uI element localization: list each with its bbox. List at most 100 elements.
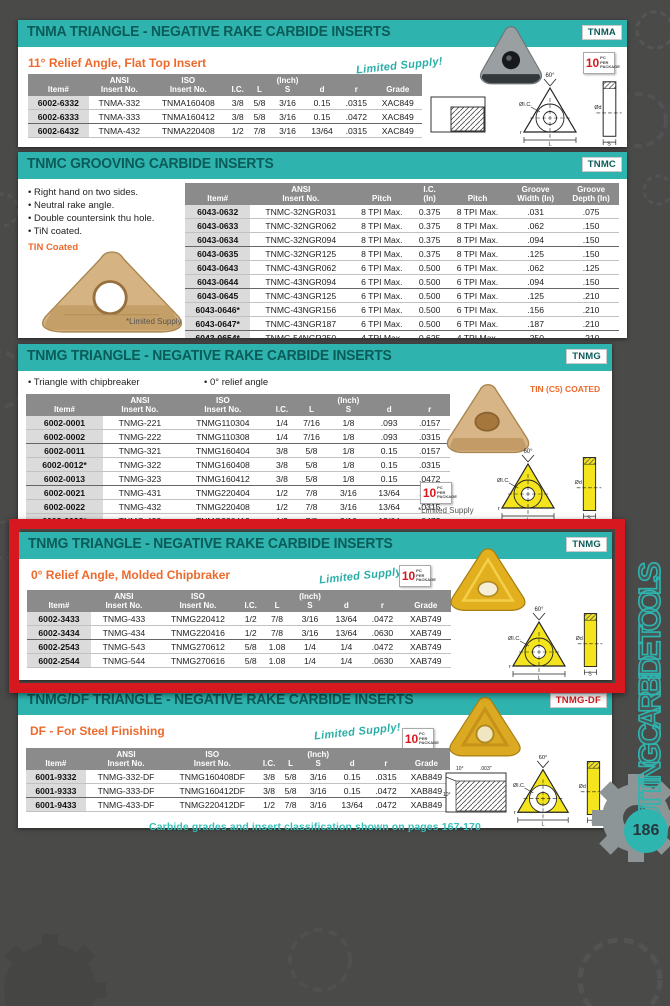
table-cell: 3/8 (226, 96, 249, 111)
table-cell: TNMC-54NGR250 (250, 330, 352, 338)
column-header: L (295, 394, 328, 417)
column-header: Item# (27, 590, 91, 613)
inserts-table: Item# ANSI Insert No. ISO Insert No. I.C. L(… (26, 748, 450, 813)
table-cell: 7/8 (295, 499, 328, 515)
table-cell: 3/8 (226, 109, 249, 125)
coating-label: TIN Coated (28, 242, 79, 253)
bullet-item: Right hand on two sides. (28, 186, 154, 199)
bullet-item: 0° relief angle (204, 376, 268, 389)
section-tag-badge: TNMC (581, 157, 622, 172)
bullet-item: Neutral rake angle. (28, 199, 154, 212)
table-cell: 6002-6332 (28, 96, 89, 111)
table-cell: 0.375 (412, 246, 447, 262)
table-cell: TNMC-32NGR031 (250, 205, 352, 220)
table-row: 6002-0001 TNMG-221 TNMG110304 1/4 7/16 1/8.09… (26, 416, 450, 431)
gear-decoration-icon (4, 928, 663, 1006)
table-cell: .150 (563, 274, 619, 290)
table-cell: 3/8 (268, 457, 296, 473)
column-header: (Inch) S (301, 748, 336, 771)
limited-supply-note: Limited Supply! (318, 565, 407, 587)
table-cell: 0.500 (412, 288, 447, 304)
table-wrapper: Item# ANSI Insert No. ISO Insert No. I.C. L(… (26, 394, 450, 524)
column-header: r (369, 748, 403, 771)
l-label: L (548, 142, 551, 147)
table-header-row: Item# ANSI Insert No. Pitch I.C. (In) Pitch G… (185, 183, 619, 206)
bullet-item: Double countersink thu hole. (28, 212, 154, 225)
table-cell: TNMG-433-DF (85, 797, 167, 813)
table-cell: 0.15 (368, 457, 410, 473)
table-cell: 13/64 (368, 485, 410, 501)
table-cell: 1/2 (226, 123, 249, 139)
table-cell: 1/8 (327, 443, 369, 459)
table-cell: 0.500 (412, 274, 447, 290)
table-cell: 1/4 (268, 429, 296, 445)
table-cell: TNMA-333 (88, 109, 150, 125)
table-cell: 1/2 (258, 797, 281, 813)
table-cell: 8 TPI Max. (446, 246, 509, 262)
table-cell: 6 TPI Max. (351, 274, 413, 290)
table-cell: 6 TPI Max. (446, 260, 509, 276)
column-header: I.C. (239, 590, 263, 613)
section-header-bar: TNMG TRIANGLE - NEGATIVE RAKE CARBIDE IN… (19, 532, 612, 559)
table-cell: .031 (508, 205, 564, 220)
column-header: L (280, 748, 302, 771)
side-view-diagram: Ød S (594, 81, 622, 146)
bullet-item: Triangle with chipbreaker (28, 376, 140, 389)
table-cell: 5/8 (295, 457, 328, 473)
table-cell: 7/8 (295, 513, 328, 524)
l-label: L (537, 676, 540, 681)
table-cell: .0315 (339, 123, 374, 139)
column-header: d (335, 748, 370, 771)
limited-supply-note: Limited Supply! (313, 721, 402, 743)
table-cell: TNMG220416 (156, 625, 240, 641)
table-cell: 3/16 (301, 797, 336, 813)
ic-label: ØI.C. (508, 636, 521, 642)
table-cell: TNMG-431 (102, 485, 177, 501)
table-row: 6001-9333 TNMG-333-DF TNMG160412DF 3/8 5/8 3/… (26, 783, 450, 799)
table-row: 6002-6432 TNMA-432 TNMA220408 1/2 7/8 3/16 13/… (28, 123, 422, 139)
page-number-badge: 186 (624, 809, 668, 853)
table-row: 6002-0022 TNMG-432 TNMG220408 1/2 7/8 3/16 13/… (26, 499, 450, 515)
table-header-row: Item# ANSI Insert No. ISO Insert No. I.C. L(… (27, 590, 451, 613)
feature-bullets: 0° relief angle (204, 376, 268, 389)
section-tag-badge: TNMG (566, 537, 607, 552)
column-header: d (328, 590, 365, 613)
table-cell: TNMG270616 (156, 653, 240, 669)
table-cell: .093 (368, 429, 410, 445)
angle-label: 60° (534, 607, 544, 613)
table-cell: 4 TPI Max. (351, 330, 413, 338)
table-cell: 3/8 (258, 783, 281, 799)
table-cell: 6043-0647* (185, 316, 251, 332)
table-cell: 6 TPI Max. (446, 316, 509, 332)
table-cell: .125 (508, 288, 564, 304)
table-cell: 6002-0021 (26, 485, 103, 501)
s-label: S (587, 516, 591, 520)
section-tnmg-molded: TNMG TRIANGLE - NEGATIVE RAKE CARBIDE IN… (19, 532, 612, 680)
table-cell: XAB749 (400, 625, 451, 641)
s-label: S (588, 672, 592, 676)
section-tnmg-chipbreaker: TNMG TRIANGLE - NEGATIVE RAKE CARBIDE IN… (18, 344, 612, 524)
column-header: Grade (402, 748, 450, 771)
table-cell: 8 TPI Max. (446, 205, 509, 220)
badge-caption: PC PER PACKAGE (419, 731, 439, 746)
table-row: 6043-0643 TNMC-43NGR062 6 TPI Max. 0.500 6 T… (185, 260, 619, 276)
triangle-dimension-diagram: 60° ØI.C. r L (513, 755, 570, 826)
table-cell: .150 (563, 246, 619, 262)
section-tnma: TNMA TRIANGLE - NEGATIVE RAKE CARBIDE IN… (18, 20, 627, 147)
table-cell: 6001-9433 (26, 797, 86, 813)
table-cell: 13/64 (335, 797, 370, 813)
table-cell: TNMG-321 (102, 443, 177, 459)
table-cell: 6002-0022 (26, 499, 103, 515)
triangle-dimension-diagram: 60° ØI.C. r L (508, 607, 567, 681)
badge-count: 10 (585, 56, 600, 70)
table-cell: .0315 (369, 770, 403, 785)
column-header: ANSI Insert No. (90, 590, 157, 613)
table-cell: 13/64 (368, 513, 410, 524)
section-tag-badge: TNMA (581, 25, 622, 40)
table-cell: 5/8 (239, 639, 263, 655)
inserts-table: Item# ANSI Insert No. ISO Insert No. I.C. L(… (28, 74, 422, 139)
table-cell: XAB849 (402, 783, 450, 799)
table-cell: 3/16 (327, 513, 369, 524)
table-cell: .250 (508, 330, 564, 338)
